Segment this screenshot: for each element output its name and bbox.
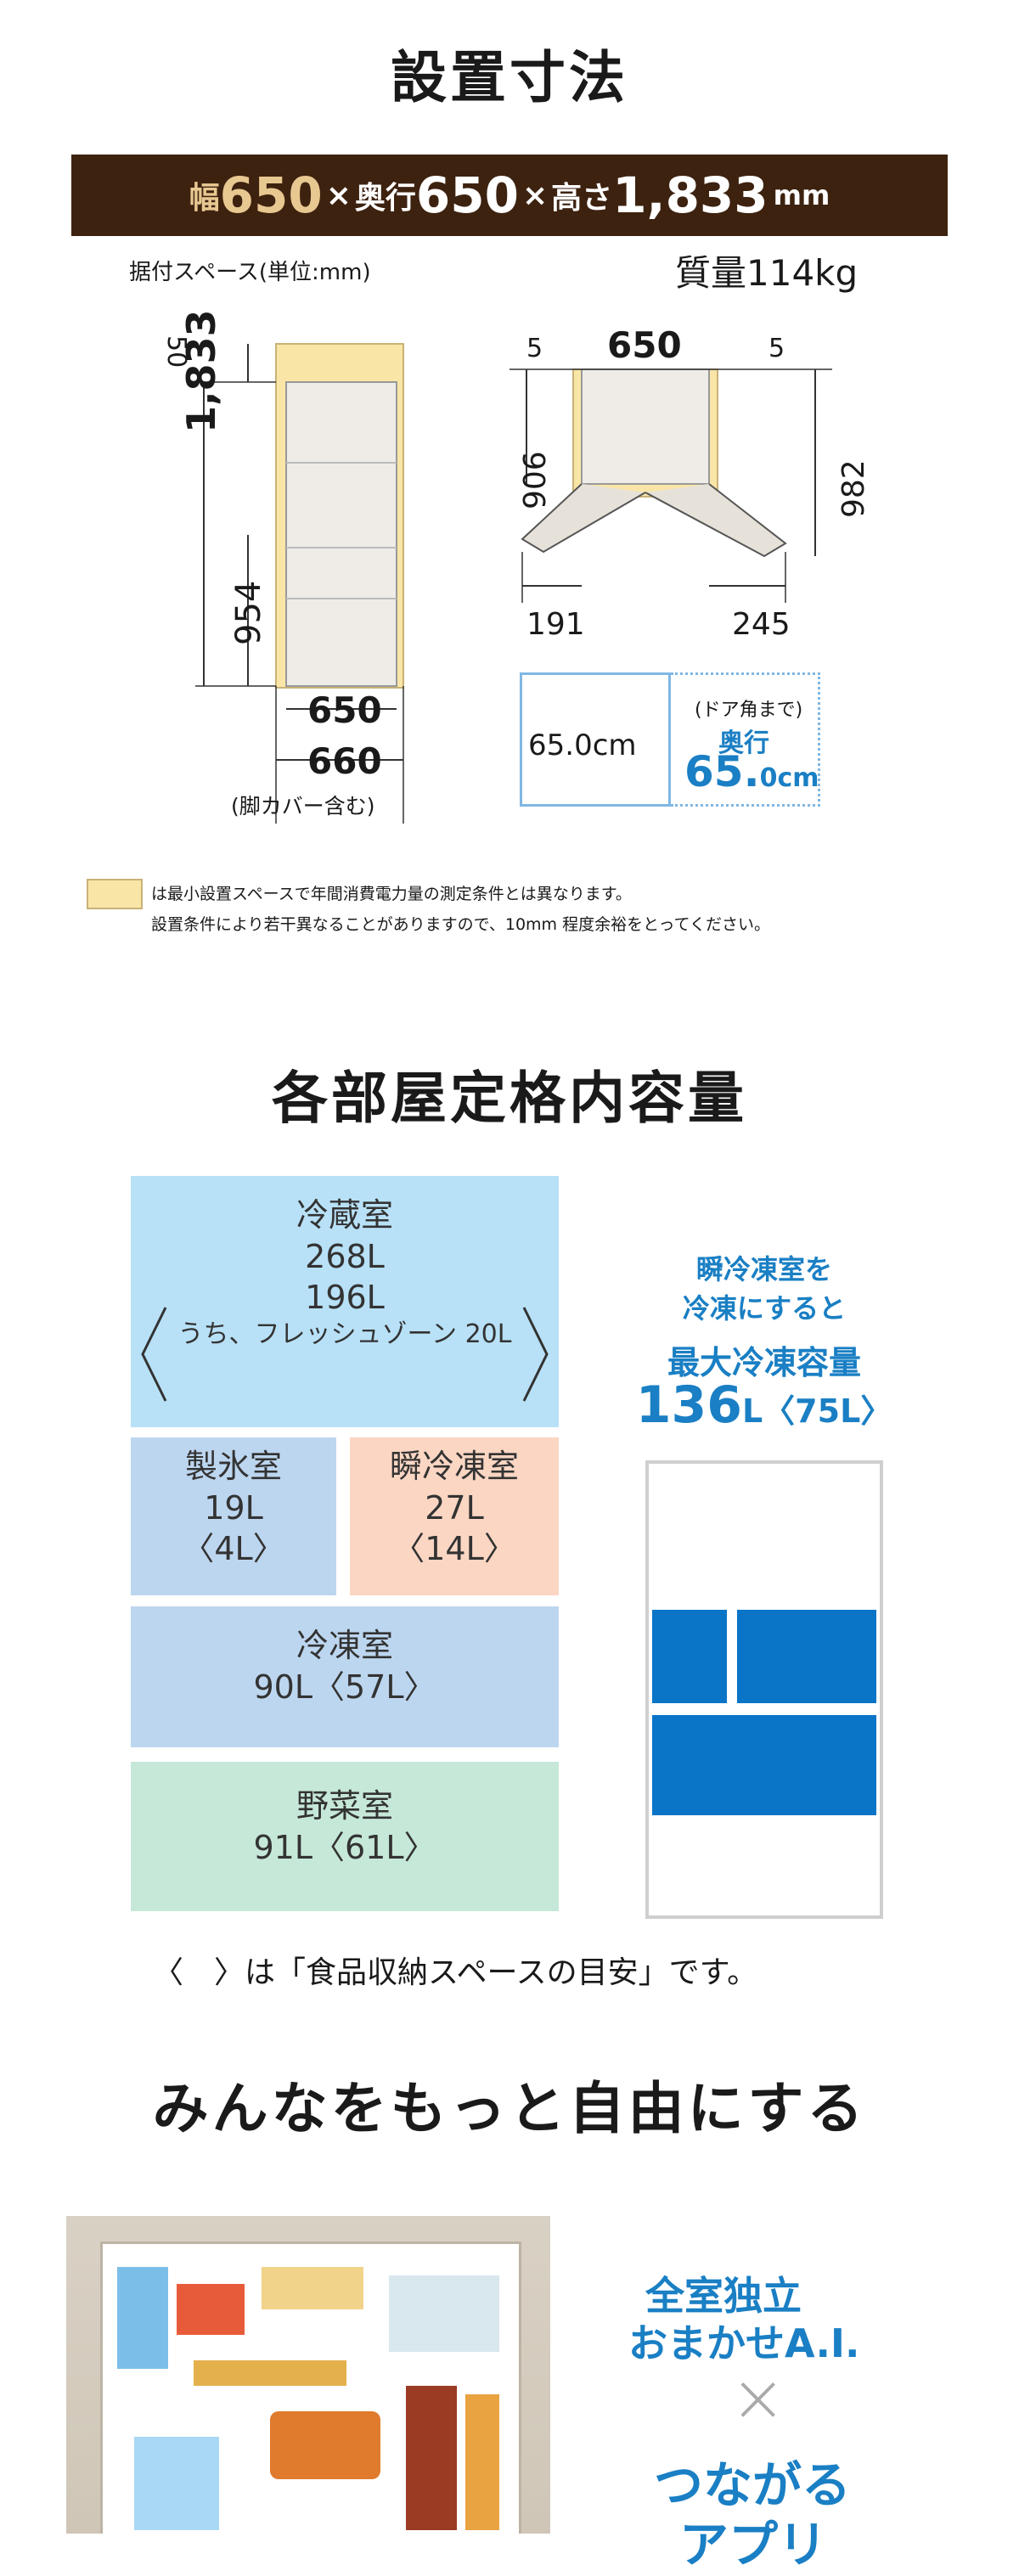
depth-box-dotted xyxy=(671,672,820,807)
section-title-dimensions: 設置寸法 xyxy=(391,45,628,110)
max-freeze-ice-block xyxy=(652,1610,727,1703)
freezer-compartment: 冷凍室 90L〈57L〉 xyxy=(131,1606,559,1747)
tag-independent-rooms: 全室独立 xyxy=(645,2273,802,2319)
height-value: 1,833 xyxy=(612,166,768,224)
max-freeze-number: 136 xyxy=(635,1375,742,1435)
right-door-value: 245 xyxy=(732,607,791,642)
freezer-name: 冷凍室 xyxy=(296,1627,393,1664)
max-freeze-value: 136L〈75L〉 xyxy=(628,1375,900,1435)
width-label: 幅 xyxy=(189,181,220,216)
install-space-label: 据付スペース(単位:mm) xyxy=(129,260,371,285)
freezer-value: 90L〈57L〉 xyxy=(253,1668,436,1706)
depth-value-big: 65. xyxy=(684,747,760,796)
lower-height-value: 954 xyxy=(229,580,268,645)
closed-depth-value: 906 xyxy=(518,451,553,509)
depth-box-inner: 65.0cm xyxy=(528,728,637,762)
quick-name: 瞬冷凍室 xyxy=(389,1448,519,1485)
times-sign: × xyxy=(325,177,352,213)
quick-sub-value: 〈14L〉 xyxy=(392,1530,516,1568)
capacity-footnote: 〈 〉は「食品収納スペースの目安」です。 xyxy=(153,1955,758,1990)
tag-omakase-ai: おまかせA.I. xyxy=(628,2320,860,2366)
side-text-2: 冷凍にすると xyxy=(682,1292,847,1325)
fresh-zone-value: うち、フレッシュゾーン 20L xyxy=(177,1319,512,1349)
fridge-compartment: 冷蔵室 268L 196L うち、フレッシュゾーン 20L xyxy=(131,1176,559,1427)
max-freeze-freezer-block xyxy=(652,1715,876,1815)
fridge-top-body xyxy=(581,368,710,485)
depth-label-blue: 奥行 xyxy=(718,728,769,758)
fridge-interior-photo xyxy=(66,2216,550,2534)
ice-sub-value: 〈4L〉 xyxy=(182,1530,285,1568)
ice-compartment: 製氷室 19L 〈4L〉 xyxy=(131,1437,336,1595)
vegetable-value: 91L〈61L〉 xyxy=(253,1828,436,1866)
leg-cover-note: (脚カバー含む) xyxy=(231,794,375,818)
max-freeze-fridge-diagram xyxy=(645,1460,883,1919)
bracket-right xyxy=(522,1307,549,1402)
top-width-value: 650 xyxy=(607,324,682,366)
tag-app: アプリ xyxy=(679,2516,828,2573)
open-depth-value: 982 xyxy=(836,459,871,518)
side-clearance-right: 5 xyxy=(768,334,785,363)
install-space-legend-swatch xyxy=(87,879,143,909)
section-title-capacity: 各部屋定格内容量 xyxy=(272,1066,747,1131)
ice-name: 製氷室 xyxy=(184,1448,282,1485)
max-freeze-unit: L〈75L〉 xyxy=(741,1392,893,1430)
side-text-1: 瞬冷凍室を xyxy=(695,1253,832,1285)
fridge-name: 冷蔵室 xyxy=(296,1196,393,1234)
fridge-sub-value: 196L xyxy=(305,1279,385,1317)
depth-note: (ドア角まで) xyxy=(695,700,803,721)
left-door-value: 191 xyxy=(526,607,585,642)
times-sign: × xyxy=(522,177,549,213)
width-value: 650 xyxy=(219,166,323,224)
depth-value: 650 xyxy=(415,166,519,224)
weight-label: 質量114kg xyxy=(675,252,859,294)
fridge-value: 268L xyxy=(305,1237,385,1275)
quick-freeze-compartment: 瞬冷凍室 27L 〈14L〉 xyxy=(350,1437,559,1595)
side-view-diagram xyxy=(195,343,404,824)
fridge-side-body xyxy=(285,381,397,687)
top-view-diagram xyxy=(510,368,832,603)
legend-line-2: 設置条件により若干異なることがありますので、10mm 程度余裕をとってください。 xyxy=(151,915,771,934)
leg-depth-value: 660 xyxy=(307,740,382,782)
section-title-freedom: みんなをもっと自由にする xyxy=(152,2076,867,2141)
max-freeze-title: 最大冷凍容量 xyxy=(667,1344,861,1381)
depth-value-small: 0cm xyxy=(759,763,819,793)
side-clearance-left: 5 xyxy=(526,334,543,363)
max-freeze-quick-block xyxy=(737,1610,876,1703)
legend-line-1: は最小設置スペースで年間消費電力量の測定条件とは異なります。 xyxy=(151,885,632,903)
height-label: 高さ xyxy=(551,181,613,216)
tag-connected: つながる xyxy=(654,2456,852,2514)
quick-value: 27L xyxy=(425,1488,484,1527)
body-depth-value: 650 xyxy=(307,689,382,731)
vegetable-name: 野菜室 xyxy=(296,1787,393,1825)
depth-box xyxy=(520,672,671,807)
dimensions-banner: 幅 650 × 奥行 650 × 高さ 1,833 mm xyxy=(71,155,948,236)
depth-label: 奥行 xyxy=(354,181,416,216)
total-height-value: 1,833 xyxy=(178,309,224,433)
vegetable-compartment: 野菜室 91L〈61L〉 xyxy=(131,1762,559,1911)
unit-label: mm xyxy=(773,179,830,211)
bracket-left xyxy=(141,1307,167,1402)
times-mark: × xyxy=(730,2360,786,2437)
ice-value: 19L xyxy=(204,1488,263,1527)
depth-value-blue: 65.0cm xyxy=(684,747,819,796)
